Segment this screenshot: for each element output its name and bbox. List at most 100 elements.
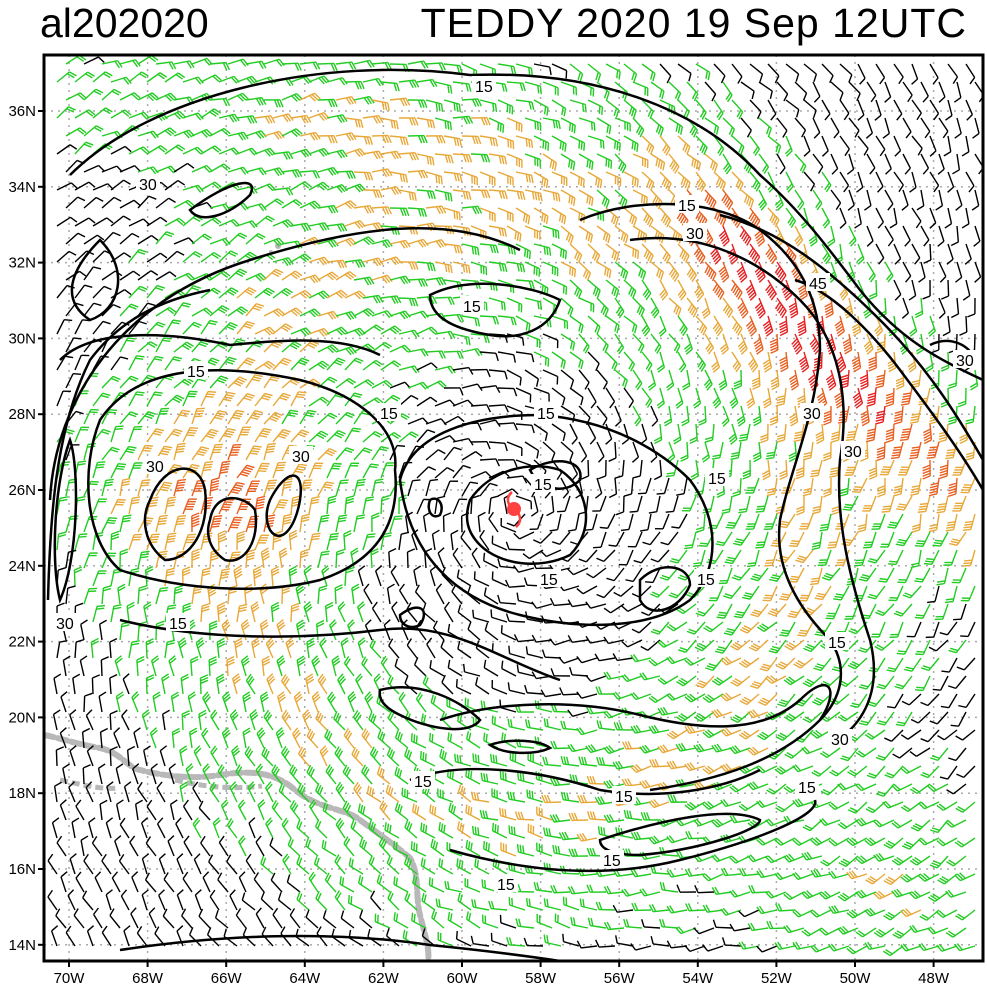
wind-barb [404,747,418,767]
wind-barb [192,781,202,803]
wind-barb [189,927,202,947]
wind-barb [909,441,922,460]
wind-barb [92,107,113,119]
wind-barb [962,279,971,301]
wind-barb [938,261,947,283]
wind-barb [201,727,211,749]
wind-barb [542,441,556,461]
wind-barb [137,411,157,425]
wind-barb [867,549,886,564]
wind-barb [434,153,454,164]
wind-barb [155,306,177,317]
wind-barb [560,297,574,317]
wind-barb [753,333,764,355]
wind-barb [533,135,550,151]
wind-barb [379,800,391,821]
wind-barb [420,857,436,875]
wind-barb [428,877,445,893]
wind-barb [227,92,249,102]
wind-barb [128,567,140,587]
wind-barb [808,225,818,247]
wind-barb [813,657,832,672]
contour-label: 45 [809,276,827,293]
wind-barb [906,621,922,638]
wind-barb [718,261,730,283]
wind-barb [551,63,568,79]
wind-barb [908,279,917,301]
wind-barb [119,337,136,353]
wind-barb [542,261,559,277]
wind-barb [695,675,715,689]
wind-barb [784,135,793,157]
wind-barb [605,387,616,409]
wind-barb [407,207,428,217]
wind-barb [587,99,604,115]
wind-barb [632,153,649,169]
wind-barb [767,603,787,617]
wind-barb [909,783,931,795]
wind-barb [438,858,454,875]
wind-barb [676,603,697,615]
wind-barb [812,153,824,174]
wind-barb [839,477,850,497]
wind-barb [497,135,515,150]
wind-barb [551,135,567,152]
wind-barb [479,243,499,254]
wind-barb [380,532,392,551]
wind-barb [200,835,211,857]
wind-barb [278,547,288,569]
wind-barb [756,799,778,809]
wind-barb [209,443,224,461]
wind-barb [281,169,303,178]
wind-barb [415,692,427,713]
wind-barb [587,135,605,149]
wind-barb [886,657,904,673]
wind-barb [241,892,256,911]
wind-barb [393,912,409,929]
wind-barb [736,261,748,283]
wind-barb [578,441,588,463]
contour-label: 30 [146,459,164,476]
wind-barb [452,153,473,163]
wind-barb [91,836,103,857]
wind-barb [898,459,913,476]
wind-barb [88,817,96,839]
wind-barb [371,274,393,284]
contour-label: 30 [956,353,974,370]
wind-barb [960,585,976,602]
wind-barb [747,781,769,791]
wind-barb [684,801,706,811]
wind-barb [922,423,933,445]
wind-barb [789,405,799,427]
wind-barb [209,515,223,533]
wind-barb [393,876,409,893]
wind-barb [128,462,143,479]
wind-barb [523,937,544,947]
wind-barb [56,216,78,227]
wind-barb [425,449,446,461]
wind-barb [677,243,690,264]
wind-barb [218,219,240,227]
wind-barb [272,113,294,123]
wind-barb [488,117,505,133]
wind-barb [914,567,931,583]
wind-barb [719,333,729,355]
wind-barb [914,531,931,548]
wind-barb [460,530,472,551]
wind-barb [515,279,535,290]
wind-barb [749,171,761,192]
lon-tick-label: 66W [211,970,243,987]
wind-barb [324,729,337,749]
wind-barb [80,619,88,641]
wind-barb [434,495,446,515]
wind-barb [422,511,431,533]
wind-barb [524,297,543,310]
wind-barb [441,674,454,695]
wind-barb [936,567,949,586]
wind-barb [299,61,321,70]
wind-barb [182,799,193,821]
wind-barb [711,351,721,373]
wind-barb [745,513,760,530]
wind-barb [506,297,523,313]
wind-barb [344,183,366,193]
